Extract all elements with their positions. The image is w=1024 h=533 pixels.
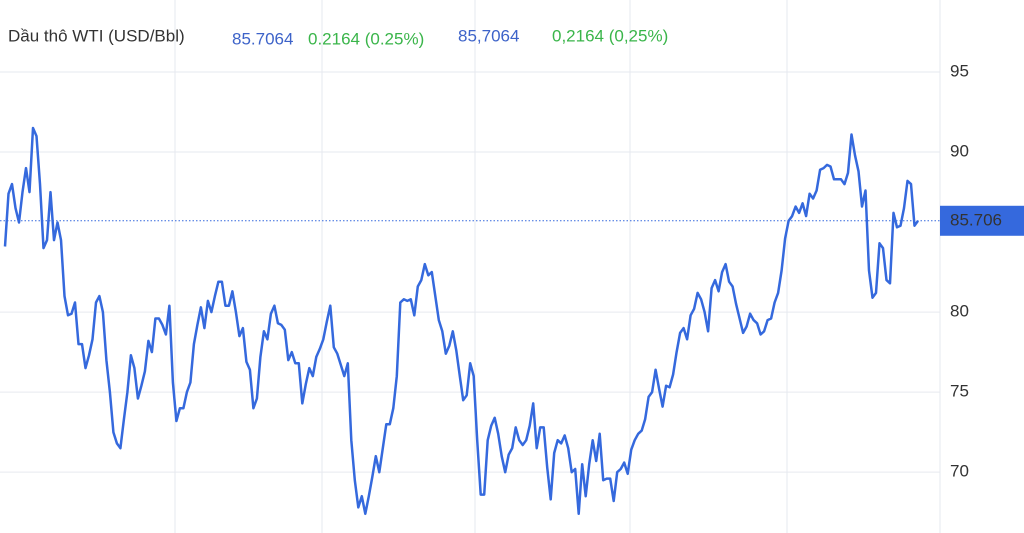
instrument-name: Dầu thô WTI (USD/Bbl) [8, 26, 185, 45]
change: 0.2164 (0.25%) [308, 29, 424, 48]
y-tick-label: 70 [950, 462, 969, 481]
price-local: 85,7064 [458, 26, 519, 45]
price: 85.7064 [232, 29, 293, 48]
line-series [3, 126, 920, 516]
price-badge [940, 205, 1024, 236]
y-tick-label: 90 [950, 142, 969, 161]
y-tick-label: 95 [950, 62, 969, 81]
y-tick-label: 80 [950, 302, 969, 321]
price-badge-label: 85.706 [950, 210, 1002, 229]
change-local: 0,2164 (0,25%) [552, 26, 668, 45]
y-tick-label: 75 [950, 382, 969, 401]
vertical-grid [174, 0, 941, 533]
